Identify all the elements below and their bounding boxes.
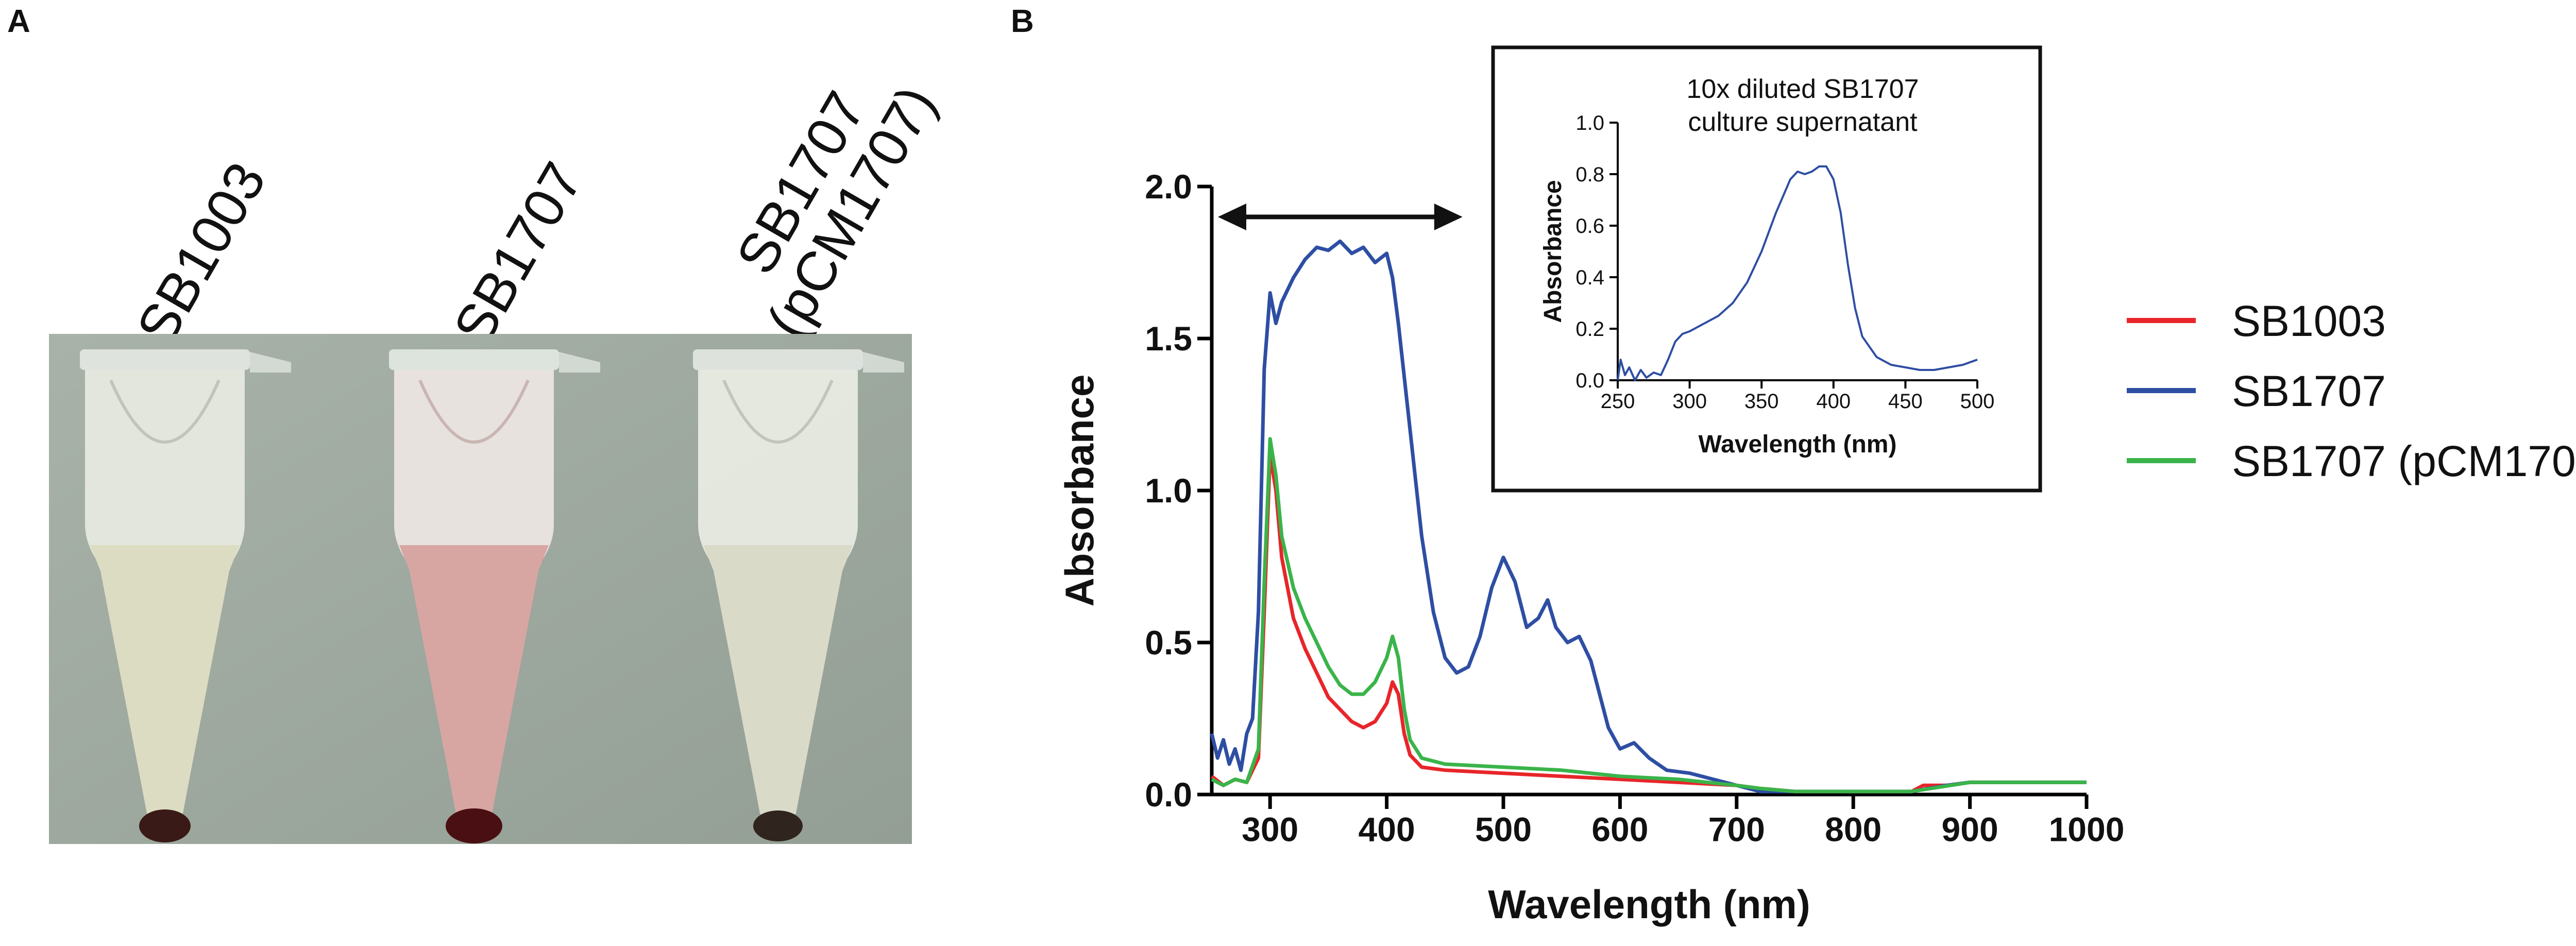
inset-x-axis-label: Wavelength (nm) [1699,431,1897,458]
main-range-arrow-head-right [1434,204,1463,230]
liquid-sb1003 [90,545,240,827]
main-y-tick-label: 0.0 [1145,775,1192,814]
main-x-tick-label: 900 [1942,810,1998,849]
inset-y-tick-label: 0.6 [1575,215,1604,238]
tube-photo [49,334,912,844]
inset-y-tick-label: 0.8 [1575,163,1604,186]
main-series-line [1210,452,2087,793]
main-series-line [1211,437,2087,793]
main-series-line [1210,239,2087,793]
inset-x-tick-label: 500 [1960,390,1995,413]
main-x-tick-label: 500 [1475,810,1532,849]
main-y-tick-label: 2.0 [1145,167,1192,206]
main-y-tick-label: 1.0 [1145,471,1192,510]
pellet-sb1707 [446,808,502,843]
liquid-sb1707-pcm1707 [703,545,853,827]
main-x-tick-label: 600 [1591,810,1648,849]
main-y-tick-label: 0.5 [1145,623,1192,662]
inset-y-tick-label: 0.2 [1575,318,1604,341]
main-x-axis-label: Wavelength (nm) [1488,882,1810,927]
panel-b-label: B [1011,4,1034,39]
main-range-arrow-head-left [1218,204,1246,230]
main-x-tick-label: 700 [1708,810,1765,849]
pellet-sb1003 [139,809,191,842]
inset-title-line1: 10x diluted SB1707 [1686,74,1919,104]
inset-title-line2: culture supernatant [1688,107,1918,137]
inset-y-tick-label: 0.0 [1575,369,1604,392]
inset-x-tick-label: 450 [1888,390,1923,413]
inset-x-tick-label: 250 [1601,390,1635,413]
liquid-sb1707 [399,545,549,827]
main-x-tick-label: 1000 [2049,810,2125,849]
legend-label: SB1707 [2232,367,2386,415]
tube-sb1707 [389,349,600,843]
inset-y-tick-label: 0.4 [1575,266,1604,289]
main-y-axis-label: Absorbance [1057,375,1102,607]
inset-y-tick-label: 1.0 [1575,112,1604,134]
inset-series-line [1617,165,1978,381]
inset-frame [1491,45,2042,493]
tube-sb1707-pcm1707 [693,349,904,841]
pellet-sb1707-pcm1707 [753,810,803,841]
legend-label: SB1003 [2232,297,2386,345]
main-y-tick-label: 1.5 [1145,319,1192,358]
legend-label: SB1707 (pCM1707) [2232,437,2576,485]
inset-y-axis-label: Absorbance [1539,180,1567,323]
tube-sb1003 [80,349,291,842]
inset-x-tick-label: 350 [1744,390,1779,413]
main-x-tick-label: 400 [1359,810,1415,849]
main-x-tick-label: 800 [1825,810,1882,849]
inset-x-tick-label: 300 [1672,390,1707,413]
inset-x-tick-label: 400 [1816,390,1851,413]
panel-a-label: A [7,4,30,39]
main-x-tick-label: 300 [1242,810,1298,849]
